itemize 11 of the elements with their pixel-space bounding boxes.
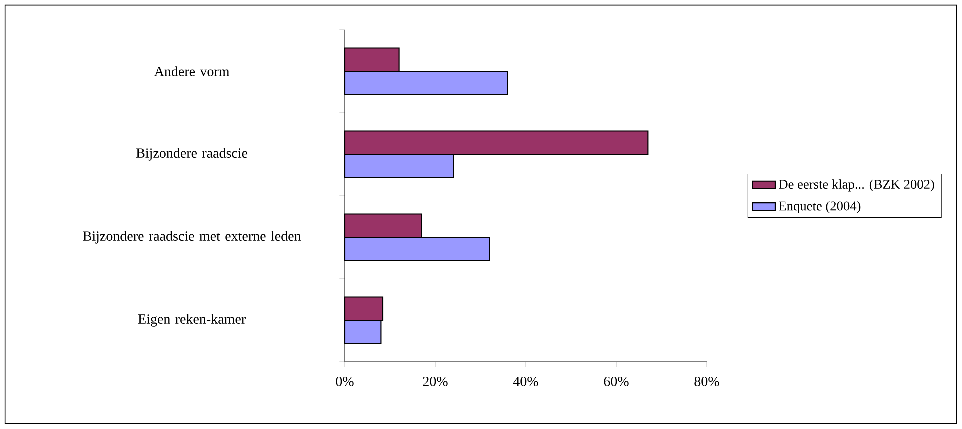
x-tick-label: 80% [694, 376, 720, 386]
x-tick-label: 40% [513, 376, 538, 386]
legend-label: De eerste klap... (BZK 2002) [779, 180, 934, 192]
y-tick-label: Eigen reken-kamer [138, 314, 246, 327]
y-tick-label: Bijzondere raadscie met externe leden [83, 231, 302, 244]
x-tick-label: 0% [336, 376, 354, 386]
x-tick-label: 60% [604, 376, 629, 386]
y-tick-label: Bijzondere raadscie [136, 148, 248, 161]
x-tick-label: 20% [423, 376, 448, 386]
y-tick-label: Andere vorm [154, 66, 230, 76]
legend-label: Enquete (2004) [779, 201, 861, 214]
